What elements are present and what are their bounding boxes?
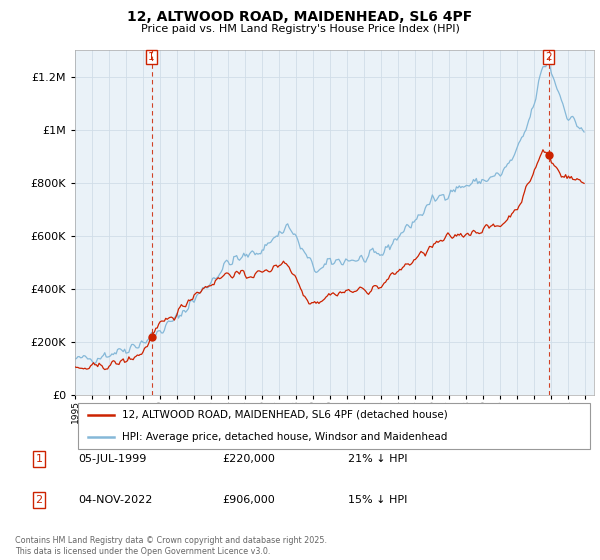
Text: 15% ↓ HPI: 15% ↓ HPI	[348, 495, 407, 505]
Text: 2: 2	[35, 495, 43, 505]
Text: £906,000: £906,000	[222, 495, 275, 505]
Text: 21% ↓ HPI: 21% ↓ HPI	[348, 454, 407, 464]
Text: 12, ALTWOOD ROAD, MAIDENHEAD, SL6 4PF: 12, ALTWOOD ROAD, MAIDENHEAD, SL6 4PF	[127, 10, 473, 24]
Text: 2: 2	[545, 52, 552, 62]
Text: 12, ALTWOOD ROAD, MAIDENHEAD, SL6 4PF (detached house): 12, ALTWOOD ROAD, MAIDENHEAD, SL6 4PF (d…	[122, 410, 448, 420]
Text: Price paid vs. HM Land Registry's House Price Index (HPI): Price paid vs. HM Land Registry's House …	[140, 24, 460, 34]
FancyBboxPatch shape	[77, 403, 590, 449]
Text: 05-JUL-1999: 05-JUL-1999	[78, 454, 146, 464]
Text: 1: 1	[148, 52, 155, 62]
Text: Contains HM Land Registry data © Crown copyright and database right 2025.
This d: Contains HM Land Registry data © Crown c…	[15, 536, 327, 556]
Text: 04-NOV-2022: 04-NOV-2022	[78, 495, 152, 505]
Text: 1: 1	[35, 454, 43, 464]
Text: HPI: Average price, detached house, Windsor and Maidenhead: HPI: Average price, detached house, Wind…	[122, 432, 447, 442]
Text: £220,000: £220,000	[222, 454, 275, 464]
